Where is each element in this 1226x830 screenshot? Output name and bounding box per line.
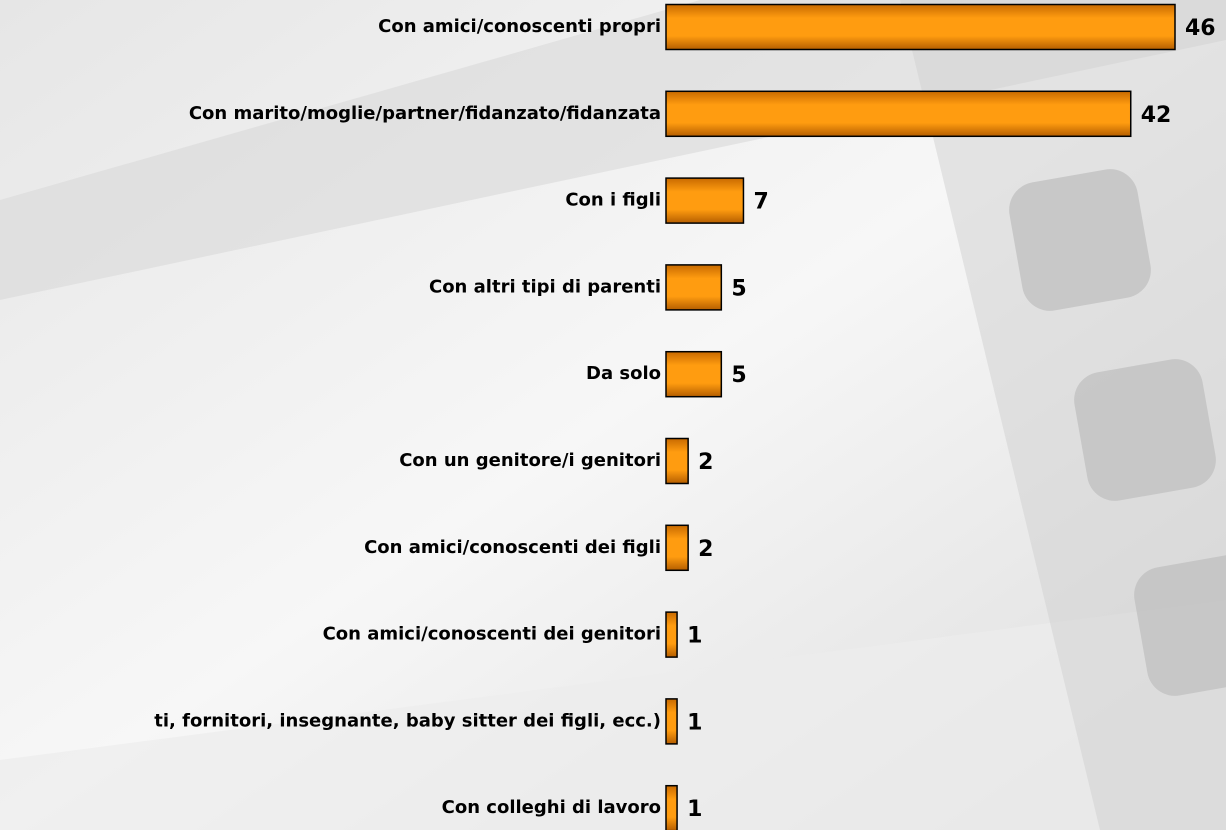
value-label: 2 xyxy=(698,537,713,562)
value-label: 46 xyxy=(1185,16,1216,41)
bar xyxy=(665,177,745,224)
value-label: 5 xyxy=(731,363,746,388)
category-label: Con un genitore/i genitori xyxy=(399,450,661,471)
value-label: 7 xyxy=(753,190,768,215)
decor xyxy=(0,600,1226,830)
value-label: 42 xyxy=(1141,103,1172,128)
bar xyxy=(665,524,689,572)
category-label: Da solo xyxy=(586,363,661,384)
decor xyxy=(1134,554,1226,696)
category-label: Con i figli xyxy=(565,190,661,211)
plot: Con amici/conoscenti propri 46 Con marito/… xyxy=(154,3,1216,830)
value-label: 1 xyxy=(687,797,702,822)
category-label: Con amici/conoscenti dei figli xyxy=(364,537,661,558)
category-label: Con amici/conoscenti propri xyxy=(378,16,661,37)
category-label: Con marito/moglie/partner/fidanzato/fida… xyxy=(189,103,661,124)
category-label: Con amici/conoscenti dei genitori xyxy=(323,624,661,645)
bar xyxy=(665,3,1176,51)
bar xyxy=(665,350,723,398)
value-label: 5 xyxy=(731,276,746,301)
bar xyxy=(665,611,678,658)
category-label: ti, fornitori, insegnante, baby sitter d… xyxy=(154,710,661,731)
value-label: 1 xyxy=(687,624,702,649)
decor xyxy=(1009,169,1151,311)
bar xyxy=(665,264,723,311)
bar xyxy=(665,784,678,830)
value-label: 1 xyxy=(687,710,702,735)
bar xyxy=(665,698,678,745)
value-label: 2 xyxy=(698,450,713,475)
decor xyxy=(1074,359,1216,501)
bar xyxy=(665,90,1132,138)
bar xyxy=(665,437,689,485)
category-label: Con colleghi di lavoro xyxy=(442,797,661,818)
category-label: Con altri tipi di parenti xyxy=(429,276,661,297)
